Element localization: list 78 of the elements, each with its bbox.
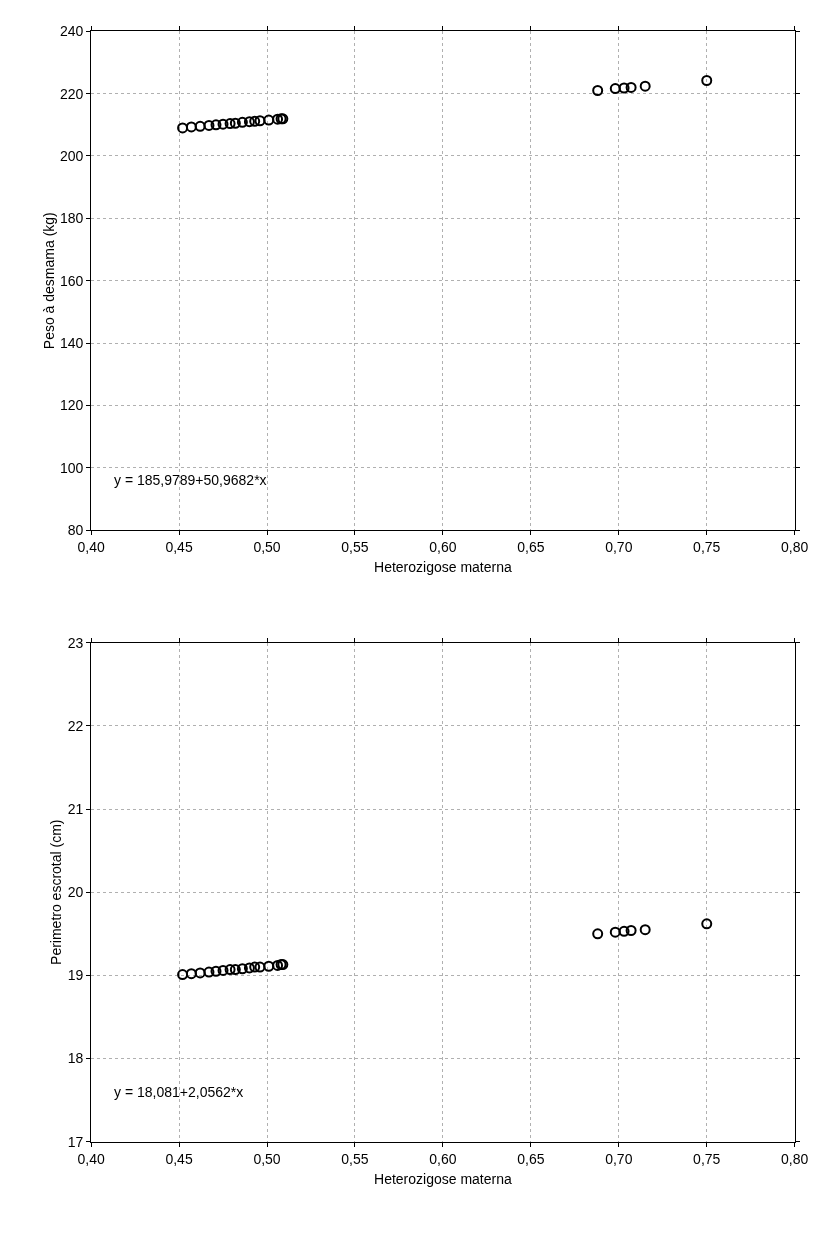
y-tick-label: 23 — [67, 634, 84, 651]
y-tick-label: 240 — [59, 23, 84, 40]
y-tick-label: 18 — [67, 1050, 84, 1067]
point — [625, 81, 637, 93]
point — [249, 115, 261, 127]
x-tick-label: 0,50 — [253, 539, 281, 556]
point — [217, 964, 229, 976]
x-tick-label: 0,65 — [517, 1150, 545, 1167]
point — [185, 968, 197, 980]
point — [203, 119, 215, 131]
point — [194, 120, 206, 132]
point — [592, 928, 604, 940]
point — [701, 918, 713, 930]
y-tick-label: 180 — [59, 210, 84, 227]
y-tick-label: 220 — [59, 85, 84, 102]
point — [263, 960, 275, 972]
x-tick-label: 0,40 — [77, 1150, 105, 1167]
x-tick-label: 0,45 — [165, 1150, 193, 1167]
x-tick-label: 0,60 — [429, 1150, 457, 1167]
point — [229, 964, 241, 976]
y-tick-label: 120 — [59, 397, 84, 414]
point — [236, 116, 248, 128]
x-tick-label: 0,45 — [165, 539, 193, 556]
point — [210, 965, 222, 977]
point — [609, 926, 621, 938]
x-tick-label: 0,55 — [341, 539, 369, 556]
annotation: y = 185,9789+50,9682*x — [114, 472, 267, 488]
y-tick-label: 160 — [59, 272, 84, 289]
point — [639, 80, 651, 92]
point — [177, 122, 189, 134]
point — [618, 925, 630, 937]
point — [701, 75, 713, 86]
y-tick-label: 21 — [67, 800, 84, 817]
y-tick-label: 20 — [67, 884, 84, 901]
point — [210, 119, 222, 131]
point — [618, 82, 630, 94]
point — [254, 961, 266, 973]
x-tick-label: 0,50 — [253, 1150, 281, 1167]
x-tick-label: 0,70 — [605, 1150, 633, 1167]
x-axis-title: Heterozigose materna — [374, 1170, 512, 1187]
point — [625, 924, 637, 936]
annotation: y = 18,081+2,0562*x — [114, 1084, 244, 1100]
point — [249, 961, 261, 973]
y-axis-title: Perimetro escrotal (cm) — [48, 819, 65, 965]
x-tick-label: 0,60 — [429, 539, 457, 556]
x-axis-title: Heterozigose materna — [374, 559, 512, 576]
point — [263, 114, 275, 126]
y-tick-label: 140 — [59, 335, 84, 351]
y-tick-label: 200 — [59, 147, 84, 164]
y-tick-label: 80 — [67, 522, 84, 539]
point — [224, 118, 236, 130]
x-tick-label: 0,80 — [781, 539, 809, 556]
point — [203, 966, 215, 978]
y-axis-title: Peso à desmama (kg) — [40, 212, 57, 350]
point — [236, 963, 248, 975]
point — [224, 964, 236, 976]
point — [254, 115, 266, 127]
x-tick-label: 0,40 — [77, 539, 105, 556]
point — [609, 83, 621, 95]
x-tick-label: 0,65 — [517, 539, 545, 556]
x-tick-label: 0,55 — [341, 1150, 369, 1167]
point — [243, 116, 255, 128]
x-tick-label: 0,75 — [693, 539, 721, 556]
point — [185, 121, 197, 133]
y-tick-label: 19 — [67, 967, 84, 984]
point — [194, 967, 206, 979]
point — [592, 84, 604, 96]
y-tick-label: 100 — [59, 459, 84, 476]
y-tick-label: 22 — [67, 717, 84, 734]
x-tick-label: 0,70 — [605, 539, 633, 556]
point — [177, 969, 189, 981]
point — [217, 118, 229, 130]
point — [243, 962, 255, 974]
x-tick-label: 0,75 — [693, 1150, 721, 1167]
point — [229, 117, 241, 129]
y-tick-label: 17 — [67, 1133, 84, 1150]
x-tick-label: 0,80 — [781, 1150, 809, 1167]
point — [639, 924, 651, 936]
